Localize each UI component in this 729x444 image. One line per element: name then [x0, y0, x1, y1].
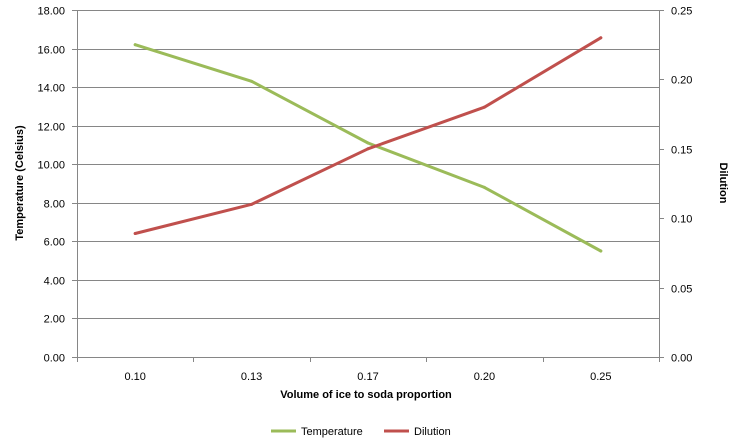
y-tick-label-2: 4.00 [44, 276, 65, 288]
x-axis-title: Volume of ice to soda proportion [280, 389, 452, 401]
data-point-dilution-4 [599, 36, 603, 40]
data-point-temperature-3 [482, 185, 486, 189]
y2-tick-label-3: 0.15 [671, 145, 692, 157]
y-tick-label-3: 6.00 [44, 237, 65, 249]
data-point-dilution-0 [133, 231, 137, 235]
legend: Temperature Dilution [271, 426, 451, 438]
y-tick-label-5: 10.00 [37, 160, 65, 172]
data-point-temperature-2 [366, 141, 370, 145]
data-point-temperature-0 [133, 43, 137, 47]
y-tick-label-4: 8.00 [44, 199, 65, 211]
y2-tick-label-5: 0.25 [671, 6, 692, 18]
y2-axis-title: Dilution [717, 163, 729, 204]
x-tick-label-1: 0.13 [241, 371, 262, 383]
y2-tick-label-4: 0.20 [671, 75, 692, 87]
x-tick-label-4: 0.25 [590, 371, 611, 383]
y-tick-label-8: 16.00 [37, 45, 65, 57]
series-lines [133, 36, 603, 253]
data-point-temperature-1 [250, 79, 254, 83]
data-point-dilution-2 [366, 147, 370, 151]
y2-tick-label-1: 0.05 [671, 284, 692, 296]
y-tick-label-9: 18.00 [37, 6, 65, 18]
tick-labels: 0.00 2.00 4.00 6.00 8.00 10.00 12.00 14.00 16.00… [37, 6, 692, 384]
gridlines [77, 10, 659, 358]
y-axis-title: Temperature (Celsius) [14, 125, 26, 241]
y-tick-label-6: 12.00 [37, 122, 65, 134]
axes [72, 10, 664, 362]
legend-label-dilution: Dilution [414, 426, 451, 438]
data-point-dilution-1 [250, 202, 254, 206]
y2-tick-label-0: 0.00 [671, 353, 692, 365]
y2-tick-label-2: 0.10 [671, 214, 692, 226]
data-point-temperature-4 [599, 249, 603, 253]
legend-label-temperature: Temperature [301, 426, 363, 438]
x-tick-label-0: 0.10 [124, 371, 145, 383]
x-tick-label-2: 0.17 [357, 371, 378, 383]
data-point-dilution-3 [482, 105, 486, 109]
y-tick-label-0: 0.00 [44, 353, 65, 365]
y-tick-label-7: 14.00 [37, 83, 65, 95]
x-tick-label-3: 0.20 [474, 371, 495, 383]
y-tick-label-1: 2.00 [44, 314, 65, 326]
